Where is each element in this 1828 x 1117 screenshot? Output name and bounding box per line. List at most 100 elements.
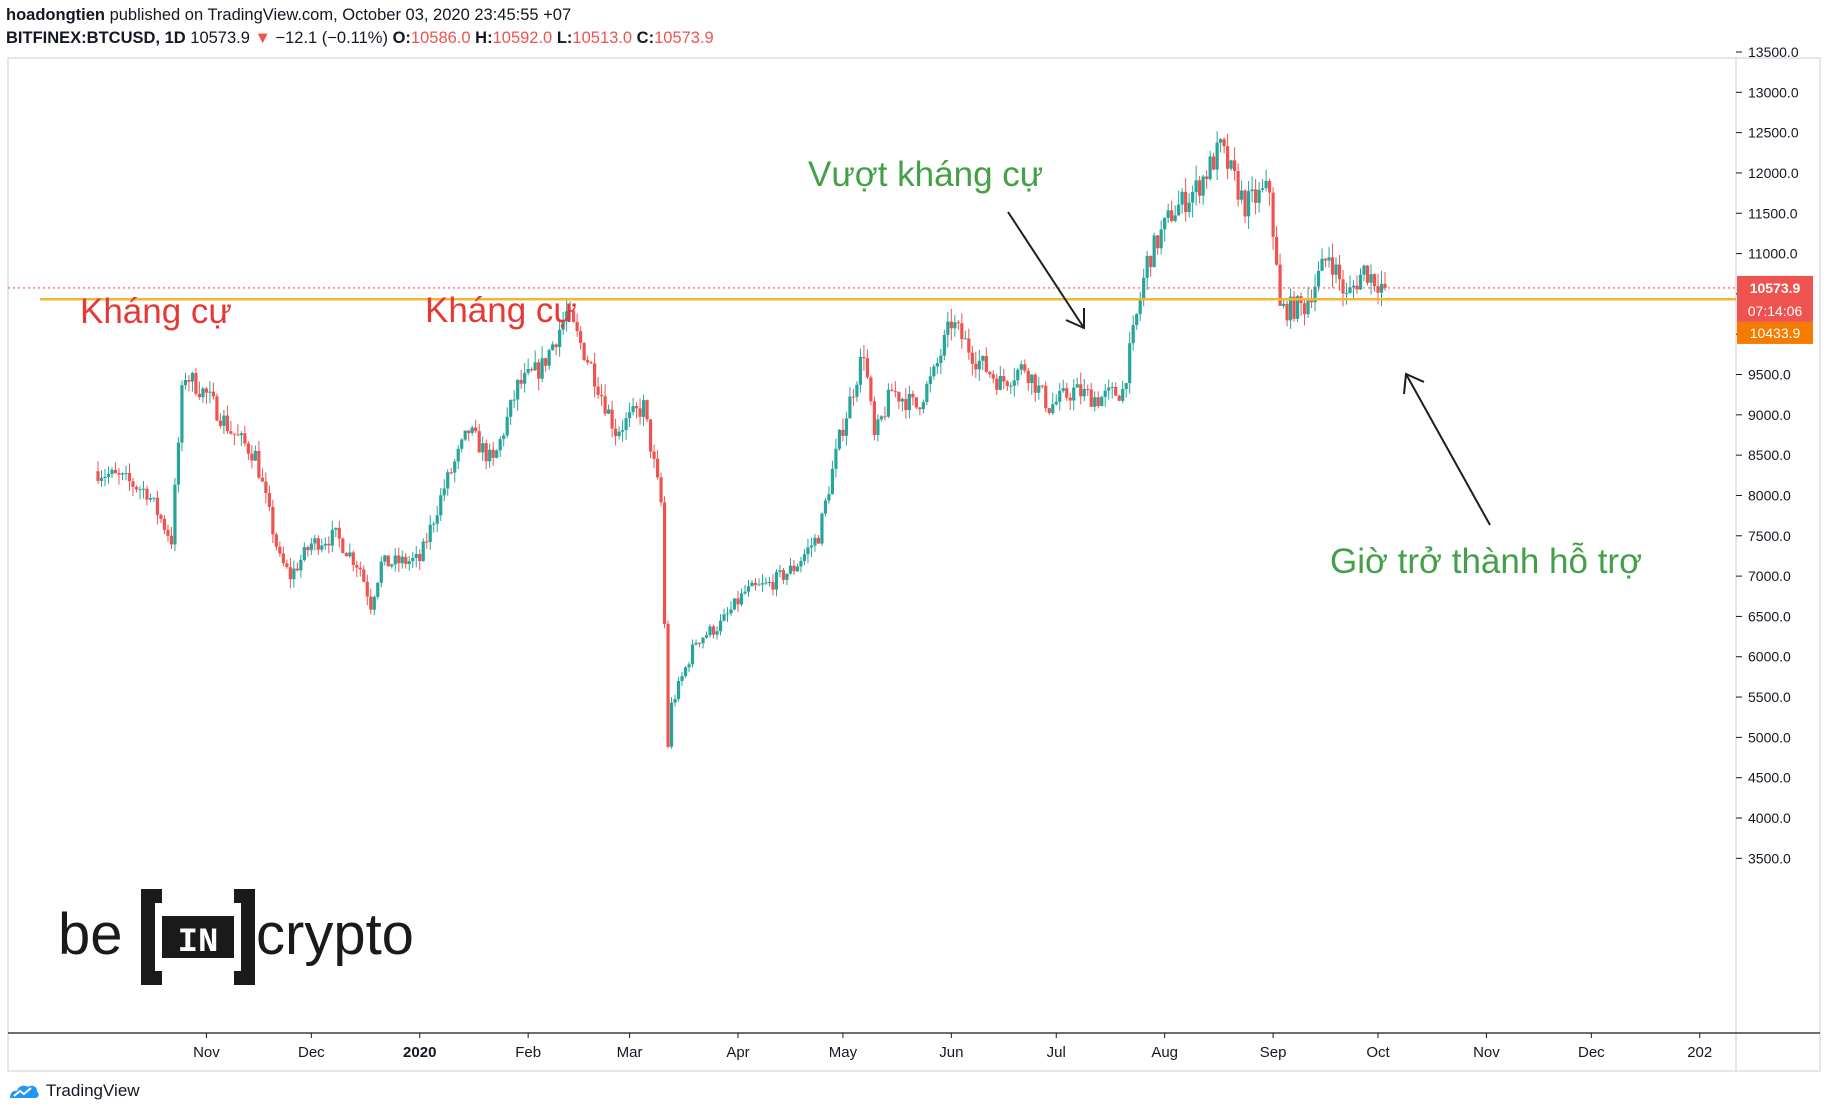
candle-body — [729, 609, 733, 614]
candle — [911, 390, 915, 406]
candle-body — [215, 396, 219, 421]
y-tick-label: 8000.0 — [1748, 487, 1791, 503]
candle — [1054, 394, 1058, 406]
candle — [942, 329, 946, 361]
countdown-value: 07:14:06 — [1748, 303, 1803, 319]
candle — [1208, 150, 1212, 181]
candle — [925, 381, 929, 406]
candle-body — [603, 396, 607, 414]
candle — [1159, 220, 1163, 255]
candle-body — [1075, 384, 1079, 388]
candle-body — [376, 582, 380, 597]
change-value: −12.1 (−0.11%) — [275, 29, 388, 47]
candle — [1089, 382, 1093, 407]
candle — [232, 433, 236, 446]
candle-body — [1114, 386, 1118, 396]
time-axis[interactable]: Nov Dec 2020 Feb Mar Apr May Jun Jul Aug Sep Oct Nov… — [193, 1033, 1712, 1061]
candle-body — [1253, 189, 1258, 203]
candle — [523, 363, 527, 393]
candle — [1191, 185, 1195, 218]
candle-body — [641, 400, 646, 417]
candle — [218, 413, 223, 429]
candle — [883, 406, 887, 421]
candle-body — [1026, 370, 1030, 384]
candle-body — [921, 402, 925, 410]
candle — [1348, 275, 1352, 295]
candle-body — [806, 547, 810, 555]
candle — [348, 543, 352, 559]
candle — [253, 445, 257, 461]
candle-body — [439, 495, 443, 516]
candle — [1051, 392, 1055, 415]
candle-body — [313, 538, 317, 544]
candle-body — [190, 372, 195, 382]
candle-body — [1023, 364, 1027, 371]
candle-body — [1344, 292, 1349, 294]
candle-body — [841, 429, 845, 436]
candle-body — [173, 484, 177, 545]
candle — [257, 440, 261, 480]
candle — [575, 313, 579, 337]
candle — [778, 564, 782, 578]
level-value: 10433.9 — [1750, 325, 1801, 341]
candle-body — [428, 524, 432, 542]
candle — [1334, 257, 1338, 284]
candle-body — [453, 461, 457, 473]
candle-body — [732, 598, 737, 610]
candle — [302, 542, 306, 562]
candle-body — [799, 561, 803, 567]
candle-body — [645, 400, 649, 420]
tradingview-brand[interactable]: TradingView — [46, 1081, 140, 1100]
candle — [278, 541, 282, 557]
tradingview-logo-icon[interactable] — [8, 1082, 40, 1100]
candle-body — [1117, 395, 1121, 401]
candle-body — [1351, 285, 1356, 288]
candle — [1267, 178, 1272, 206]
candle — [1072, 379, 1076, 411]
candle — [173, 477, 177, 552]
candle-body — [120, 473, 125, 475]
candle-body — [516, 380, 520, 400]
open-value: 10586.0 — [410, 29, 471, 47]
candle — [669, 697, 674, 749]
chart-header: hoadongtien published on TradingView.com… — [6, 4, 714, 50]
candle-body — [690, 644, 695, 665]
candle — [607, 404, 611, 415]
level-price-label: 10433.9 — [1737, 321, 1813, 344]
down-arrow-icon: ▼ — [254, 29, 271, 47]
candle — [460, 438, 464, 453]
candle-body — [827, 494, 831, 501]
candle — [194, 368, 198, 396]
candle-body — [1292, 296, 1296, 319]
candle-body — [1205, 176, 1209, 180]
arrow-to-breakout — [1007, 211, 1085, 330]
candle-body — [537, 362, 541, 379]
candle-body — [890, 389, 894, 392]
candle-body — [624, 418, 628, 431]
candle — [953, 314, 957, 337]
candle-body — [897, 392, 901, 402]
candle-body — [1107, 387, 1111, 391]
candle-body — [795, 566, 800, 572]
candle — [638, 398, 642, 425]
candle — [138, 486, 142, 500]
y-tick-label: 11500.0 — [1748, 205, 1798, 221]
candle-body — [1278, 264, 1282, 306]
y-tick-label: 9000.0 — [1748, 407, 1791, 423]
publisher-name[interactable]: hoadongtien — [6, 6, 105, 24]
candle — [764, 577, 768, 586]
candle-body — [662, 502, 667, 624]
candle — [383, 554, 387, 566]
candle-body — [757, 584, 761, 586]
symbol-label[interactable]: BITFINEX:BTCUSD, 1D — [6, 29, 186, 47]
x-tick-label: Dec — [1578, 1044, 1605, 1061]
candle — [1026, 367, 1030, 391]
candle-body — [96, 471, 100, 481]
candle-body — [708, 626, 712, 636]
candle-body — [1271, 192, 1275, 237]
candle — [806, 538, 810, 564]
candle-body — [1372, 274, 1377, 287]
candle — [320, 538, 324, 553]
price-axis[interactable]: 3500.0 4000.0 4500.0 5000.0 5500.0 6000.0 6500… — [1736, 44, 1799, 866]
